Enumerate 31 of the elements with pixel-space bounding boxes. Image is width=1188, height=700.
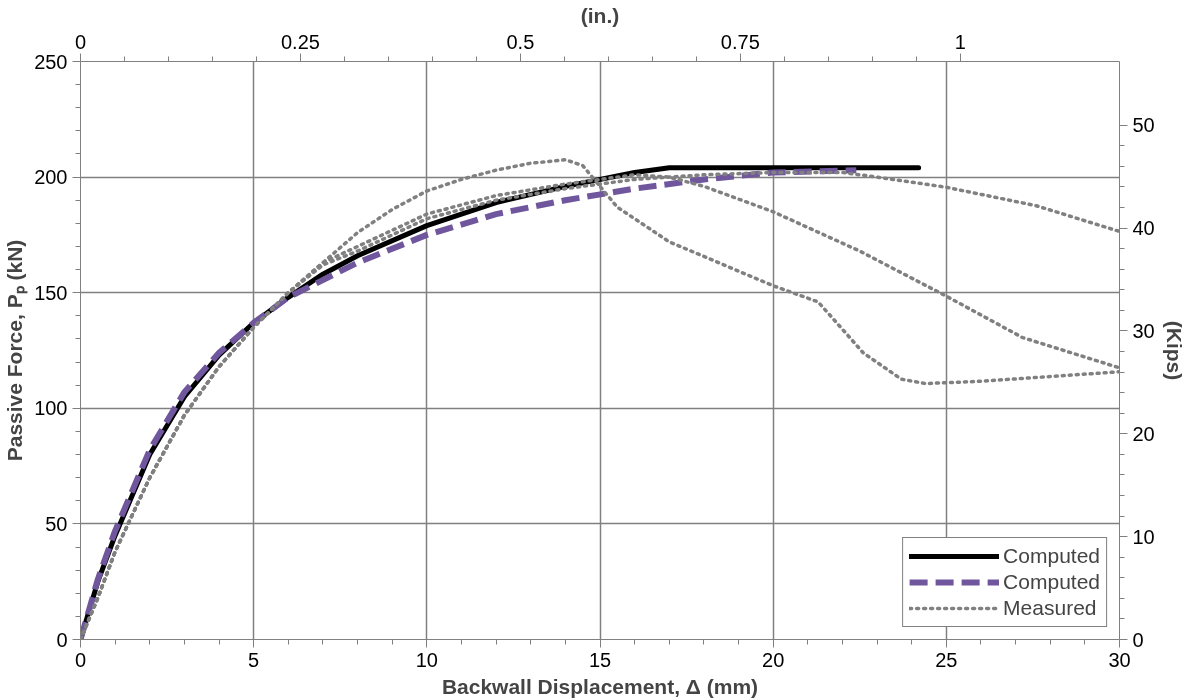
- y2-tick-label: 30: [1132, 319, 1155, 342]
- x2-tick-label: 0.25: [280, 30, 320, 53]
- y-tick-label: 250: [34, 50, 68, 73]
- x2-axis-title: (in.): [580, 3, 620, 27]
- y2-tick-label: 50: [1132, 114, 1155, 137]
- y2-tick-label: 40: [1132, 217, 1155, 240]
- x-tick-label: 0: [74, 648, 87, 671]
- x-tick-label: 15: [588, 648, 612, 671]
- x2-tick-label: 1: [954, 30, 966, 53]
- y-tick-label: 200: [34, 166, 68, 189]
- x-tick-label: 5: [248, 648, 260, 671]
- legend-label: Computed: [1003, 570, 1100, 594]
- y-tick-label: 100: [34, 397, 68, 420]
- x2-tick-label: 0.5: [506, 30, 535, 53]
- y2-tick-label: 10: [1132, 525, 1155, 548]
- y-tick-label: 0: [56, 628, 68, 651]
- legend-label: Measured: [1003, 596, 1097, 620]
- x-tick-label: 20: [762, 648, 785, 671]
- y-tick-label: 50: [45, 512, 68, 535]
- x-axis-title: Backwall Displacement, Δ (mm): [441, 674, 759, 698]
- y-axis-title: Passive Force, Pₚ (kN): [3, 239, 29, 462]
- y2-axis-title: (Kips): [1162, 320, 1186, 381]
- x-tick-label: 30: [1108, 648, 1131, 671]
- x2-tick-label: 0: [74, 30, 87, 53]
- legend-label: Computed: [1003, 544, 1100, 568]
- x-tick-label: 25: [935, 648, 958, 671]
- y2-tick-label: 0: [1132, 628, 1144, 651]
- x2-tick-label: 0.75: [720, 30, 760, 53]
- y2-tick-label: 20: [1132, 422, 1155, 445]
- y-tick-label: 150: [34, 281, 68, 304]
- x-tick-label: 10: [415, 648, 438, 671]
